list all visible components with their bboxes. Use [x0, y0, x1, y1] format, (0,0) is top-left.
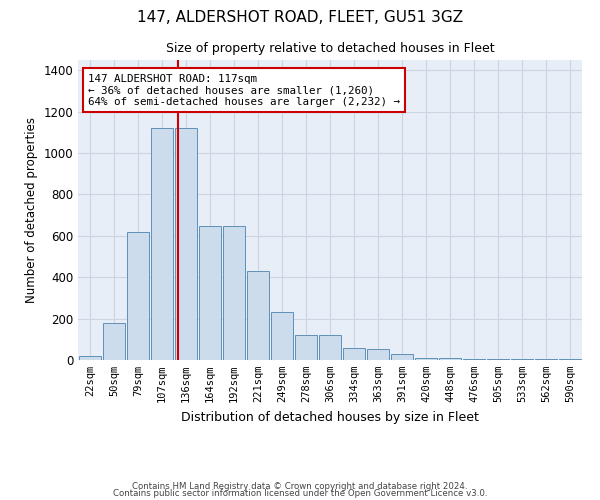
Bar: [247, 271, 269, 360]
Bar: [175, 128, 197, 360]
Bar: [103, 323, 125, 360]
Bar: [343, 348, 365, 360]
Bar: [223, 226, 245, 360]
Bar: [79, 356, 101, 360]
Text: Contains HM Land Registry data © Crown copyright and database right 2024.: Contains HM Land Registry data © Crown c…: [132, 482, 468, 491]
Bar: [271, 312, 293, 360]
Text: 147, ALDERSHOT ROAD, FLEET, GU51 3GZ: 147, ALDERSHOT ROAD, FLEET, GU51 3GZ: [137, 10, 463, 25]
Bar: [391, 354, 413, 360]
Bar: [439, 358, 461, 360]
Text: 147 ALDERSHOT ROAD: 117sqm
← 36% of detached houses are smaller (1,260)
64% of s: 147 ALDERSHOT ROAD: 117sqm ← 36% of deta…: [88, 74, 400, 106]
Y-axis label: Number of detached properties: Number of detached properties: [25, 117, 38, 303]
Text: Contains public sector information licensed under the Open Government Licence v3: Contains public sector information licen…: [113, 489, 487, 498]
Title: Size of property relative to detached houses in Fleet: Size of property relative to detached ho…: [166, 42, 494, 54]
Bar: [199, 226, 221, 360]
Bar: [295, 335, 317, 360]
X-axis label: Distribution of detached houses by size in Fleet: Distribution of detached houses by size …: [181, 410, 479, 424]
Bar: [319, 335, 341, 360]
Bar: [367, 348, 389, 360]
Bar: [151, 128, 173, 360]
Bar: [127, 232, 149, 360]
Bar: [559, 359, 581, 360]
Bar: [463, 359, 485, 360]
Bar: [415, 358, 437, 360]
